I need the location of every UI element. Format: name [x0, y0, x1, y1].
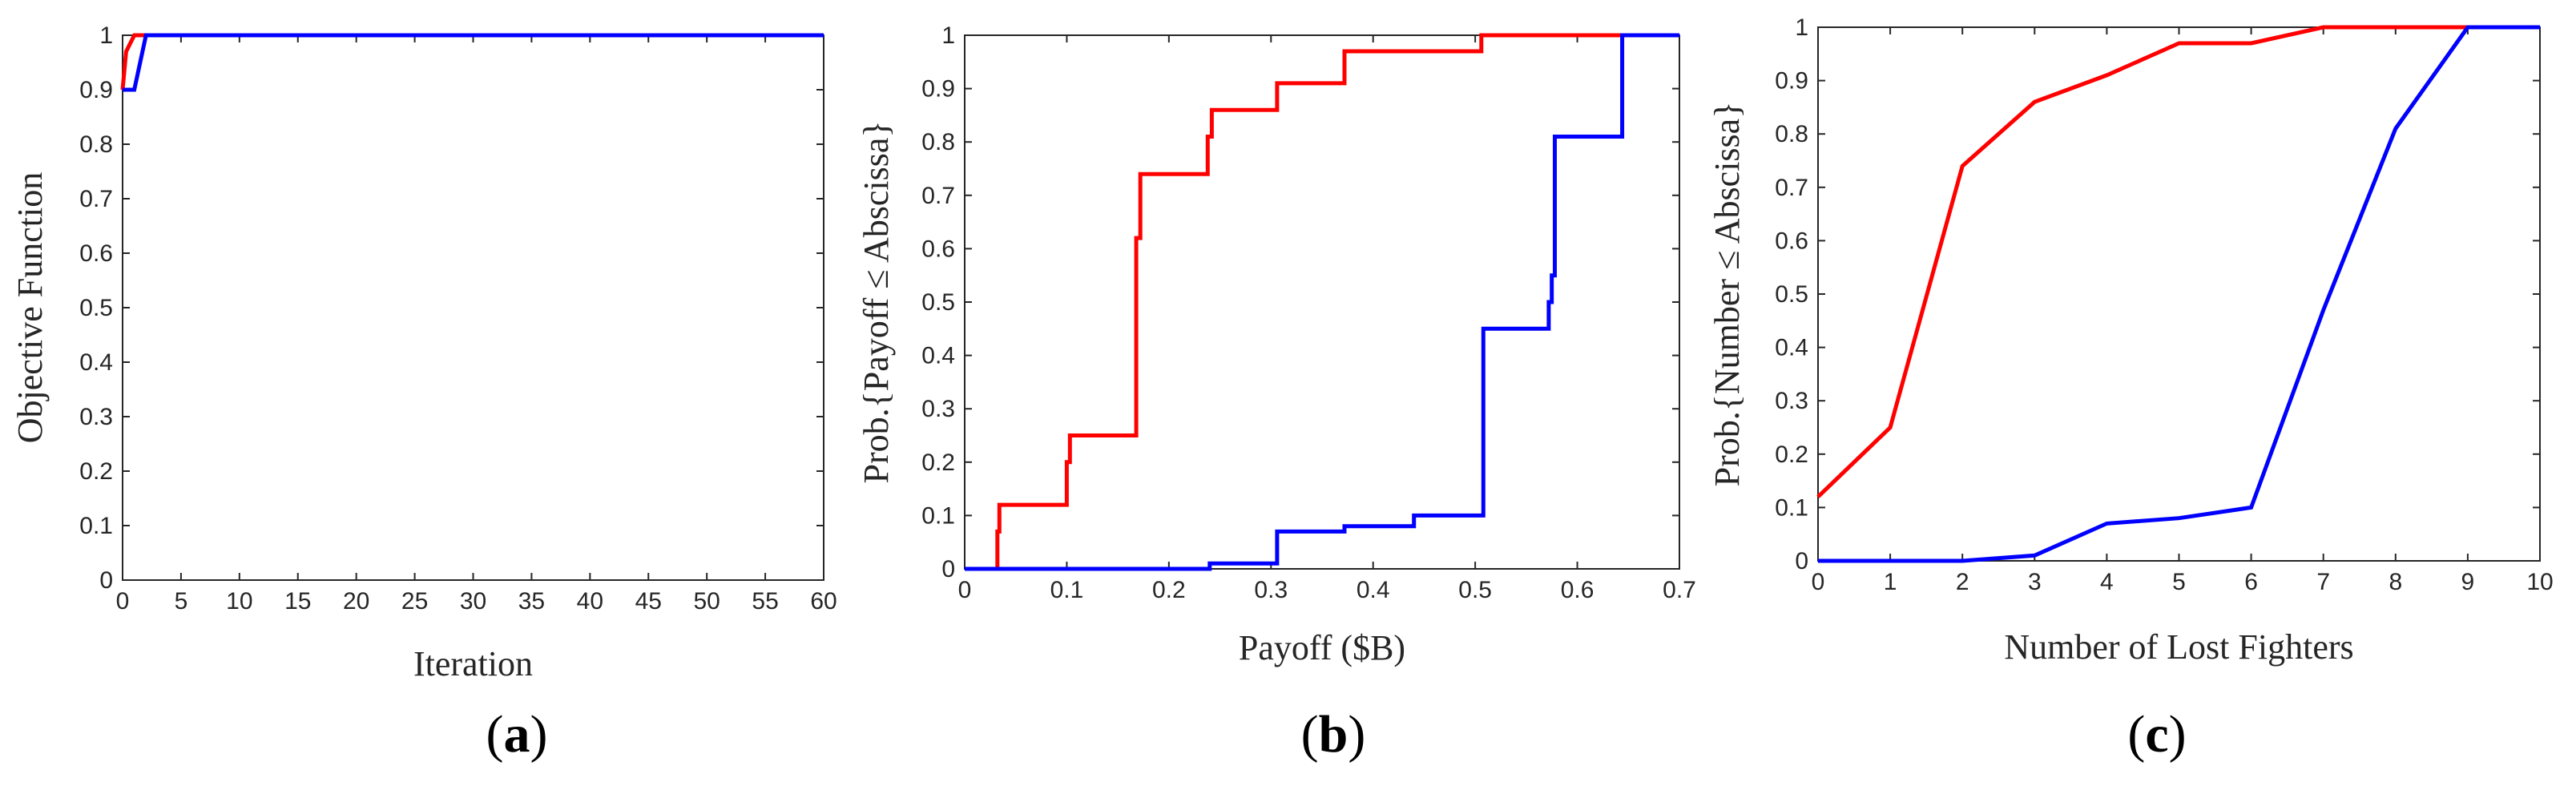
x-axis-label: Number of Lost Fighters [2004, 627, 2353, 667]
x-tick-label: 0 [116, 588, 130, 615]
y-tick-label: 0.2 [1775, 441, 1808, 468]
plot-area-frame [122, 34, 824, 581]
x-tick-label: 20 [343, 588, 369, 615]
x-tick-label: 0.7 [1663, 577, 1696, 603]
x-axis-label: Payoff ($B) [1239, 628, 1405, 667]
chart-panel-b: 0 0.1 0.2 0.3 0.4 0.5 0.6 0.7 0 0.1 0.2 0.3 0.4 0.5 0.… [857, 22, 1696, 764]
series-line-red [120, 33, 824, 91]
y-tick-label: 0.3 [1775, 388, 1808, 414]
x-tick-label: 60 [810, 588, 836, 615]
y-tick-label: 0.4 [921, 343, 955, 369]
x-tick-label: 0.6 [1561, 577, 1594, 603]
y-tick-label: 1 [941, 22, 955, 49]
x-tick-label: 5 [2172, 569, 2186, 595]
panel-label: (b) [1301, 705, 1366, 764]
y-tick-label: 0.9 [79, 77, 113, 103]
y-tick-label: 1 [1795, 14, 1808, 41]
y-tick-label: 0.7 [1775, 175, 1808, 201]
x-tick-label: 0.1 [1050, 577, 1084, 603]
x-tick-label: 6 [2244, 569, 2258, 595]
x-tick-label: 0 [1812, 569, 1825, 595]
y-tick-label: 0.6 [1775, 228, 1808, 254]
y-tick-label: 0.8 [1775, 121, 1808, 147]
x-tick-label: 10 [2526, 569, 2553, 595]
x-tick-label: 0.4 [1357, 577, 1390, 603]
series-line-blue [1818, 25, 2540, 563]
y-tick-label: 0.6 [921, 236, 955, 262]
y-tick-label: 0.1 [921, 502, 955, 529]
y-axis-label: Objective Function [10, 172, 50, 444]
y-tick-label: 0 [1795, 548, 1808, 574]
y-tick-label: 0.9 [921, 76, 955, 103]
x-tick-label: 3 [2028, 569, 2042, 595]
y-tick-label: 0.5 [921, 289, 955, 316]
y-tick-label: 0 [941, 556, 955, 582]
x-tick-label: 1 [1884, 569, 1897, 595]
y-tick-label: 0.7 [79, 186, 113, 212]
y-axis-label: Prob.{Number ≤ Abscissa} [1707, 102, 1747, 487]
x-tick-label: 55 [752, 588, 778, 615]
x-tick-label: 30 [460, 588, 486, 615]
x-tick-label: 50 [693, 588, 720, 615]
x-tick-label: 15 [284, 588, 311, 615]
x-tick-label: 2 [1956, 569, 1969, 595]
x-tick-label: 45 [635, 588, 662, 615]
x-tick-label: 7 [2316, 569, 2330, 595]
y-tick-label: 0.3 [921, 396, 955, 422]
x-axis-label: Iteration [413, 644, 533, 683]
x-tick-label: 40 [577, 588, 603, 615]
y-tick-label: 0.2 [79, 458, 113, 485]
x-tick-label: 10 [226, 588, 252, 615]
panel-label: (c) [2127, 705, 2186, 764]
x-tick-label: 0 [958, 577, 972, 603]
y-tick-label: 0.5 [1775, 281, 1808, 308]
x-tick-label: 0.3 [1254, 577, 1288, 603]
y-tick-label: 0.5 [79, 295, 113, 321]
series-line-red [1816, 25, 2540, 498]
x-tick-label: 25 [401, 588, 428, 615]
chart-panel-c: 0 1 2 3 4 5 6 7 8 9 10 0 0.1 0.2 0.3 0.4 0.5 0.6 0.7 0.8 0.9… [1707, 14, 2554, 764]
y-axis-label: Prob.{Payoff ≤ Abscissa} [857, 120, 896, 483]
y-tick-label: 0.6 [79, 240, 113, 267]
y-tick-label: 0.2 [921, 449, 955, 476]
series-line-blue [965, 33, 1679, 571]
x-tick-label: 8 [2389, 569, 2402, 595]
series-line-blue [123, 33, 824, 92]
x-tick-label: 35 [518, 588, 545, 615]
chart-panel-a: 0 5 10 15 20 25 30 35 40 45 50 55 60 0 0.1 0.2 0.3 0.4 0.5… [10, 22, 837, 764]
y-tick-label: 0.7 [921, 183, 955, 209]
y-tick-label: 1 [99, 22, 113, 49]
y-tick-label: 0.9 [1775, 68, 1808, 95]
x-tick-label: 0.2 [1152, 577, 1186, 603]
series-line-red [965, 33, 1625, 571]
y-tick-label: 0.4 [1775, 335, 1808, 361]
y-tick-label: 0.8 [79, 131, 113, 158]
y-tick-label: 0.4 [79, 349, 113, 376]
y-tick-label: 0.1 [79, 513, 113, 539]
y-tick-label: 0 [99, 567, 113, 594]
y-tick-label: 0.3 [79, 404, 113, 430]
x-tick-label: 5 [175, 588, 188, 615]
x-tick-label: 0.5 [1458, 577, 1492, 603]
plot-area-frame [964, 34, 1680, 570]
y-tick-label: 0.8 [921, 129, 955, 155]
panel-label: (a) [486, 705, 548, 764]
x-tick-label: 4 [2100, 569, 2114, 595]
x-tick-label: 9 [2461, 569, 2475, 595]
y-tick-label: 0.1 [1775, 494, 1808, 521]
